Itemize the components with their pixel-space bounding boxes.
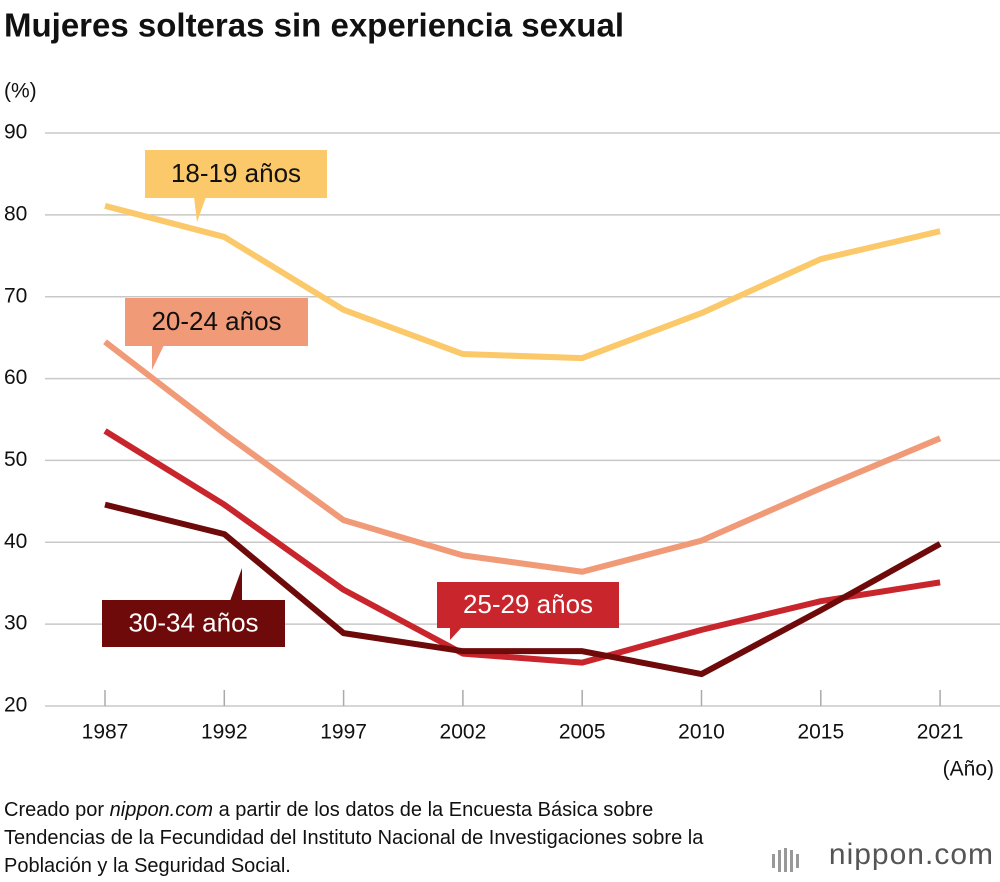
x-tick-label: 1997 [320,721,367,744]
y-tick-label: 30 [4,612,27,635]
source-text: Creado por [4,799,105,821]
label-box [102,600,285,647]
legend-label: 18-19 años [171,158,301,188]
x-unit: (Año) [943,758,994,781]
y-tick-label: 60 [4,366,27,389]
chart-title: Mujeres solteras sin experiencia sexual [4,7,624,44]
legend-label: 25-29 años [463,589,593,619]
series-line [104,202,941,362]
x-tick-label: 2015 [797,721,844,744]
label-pointer [194,197,206,222]
logo: nippon.com [828,838,994,871]
y-tick-label: 20 [4,694,27,717]
y-tick-label: 90 [4,121,27,144]
series-line [104,501,942,678]
legend-label: 30-34 años [128,607,258,637]
y-unit: (%) [4,80,37,103]
y-tick-label: 50 [4,448,27,471]
series-line [103,428,941,666]
x-tick-label: 1987 [82,721,129,744]
logo-icon [772,848,799,872]
series-line [103,339,942,575]
label-box [145,150,327,198]
x-tick-label: 2005 [559,721,606,744]
x-tick-label: 2010 [678,721,725,744]
source-note: Creado por nippon.com a partir de los da… [4,796,724,880]
chart: Mujeres solteras sin experiencia sexual … [4,7,1000,781]
label-pointer [152,345,164,370]
legend-label: 20-24 años [151,306,281,336]
source-text: a partir de los datos de la Encuesta Bás… [4,799,704,877]
x-tick-label: 2021 [917,721,964,744]
y-tick-label: 40 [4,530,27,553]
y-tick-label: 80 [4,202,27,225]
label-pointer [230,568,242,601]
source-text: nippon.com [109,799,214,821]
y-tick-label: 70 [4,284,27,307]
label-pointer [450,627,462,640]
label-box [125,298,308,346]
label-box [437,582,619,628]
x-tick-label: 1992 [201,721,248,744]
x-tick-label: 2002 [440,721,487,744]
